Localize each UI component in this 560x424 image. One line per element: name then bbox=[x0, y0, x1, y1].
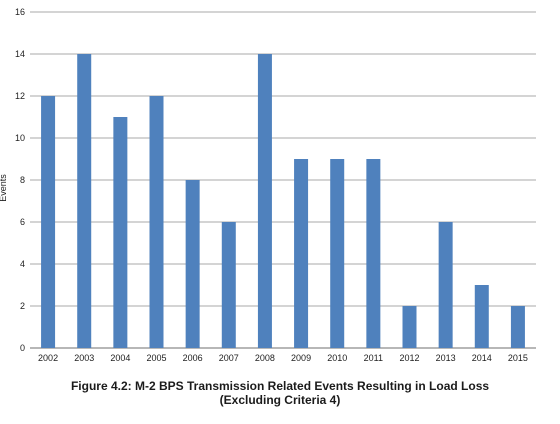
x-tick-label: 2012 bbox=[399, 353, 419, 363]
caption-line-2: (Excluding Criteria 4) bbox=[219, 393, 341, 407]
y-axis-label: Events bbox=[0, 174, 8, 202]
y-tick-label: 4 bbox=[20, 259, 25, 269]
bar-2008 bbox=[257, 54, 272, 348]
x-tick-label: 2015 bbox=[508, 353, 528, 363]
y-tick-label: 6 bbox=[20, 217, 25, 227]
bar-2015 bbox=[510, 306, 525, 348]
bar-2013 bbox=[438, 222, 453, 348]
y-tick-label: 0 bbox=[20, 343, 25, 353]
x-tick-label: 2008 bbox=[255, 353, 275, 363]
y-tick-label: 10 bbox=[15, 133, 25, 143]
x-tick-label: 2003 bbox=[74, 353, 94, 363]
bar-2011 bbox=[366, 159, 381, 348]
bar-2004 bbox=[113, 117, 128, 348]
x-tick-label: 2011 bbox=[364, 353, 383, 363]
x-tick-label: 2014 bbox=[472, 353, 492, 363]
bars bbox=[41, 54, 525, 348]
y-tick-label: 16 bbox=[15, 7, 25, 17]
bar-2014 bbox=[474, 285, 489, 348]
y-tick-label: 12 bbox=[15, 91, 25, 101]
y-axis-ticks: 0 2 4 6 8 10 12 14 16 bbox=[15, 7, 25, 353]
y-tick-label: 8 bbox=[20, 175, 25, 185]
bar-2002 bbox=[41, 96, 56, 348]
y-tick-label: 14 bbox=[15, 49, 25, 59]
x-tick-label: 2004 bbox=[110, 353, 130, 363]
bar-2010 bbox=[330, 159, 345, 348]
bar-2005 bbox=[149, 96, 164, 348]
x-tick-label: 2010 bbox=[327, 353, 347, 363]
figure-caption: Figure 4.2: M-2 BPS Transmission Related… bbox=[0, 379, 560, 407]
bar-2007 bbox=[221, 222, 236, 348]
x-tick-label: 2009 bbox=[291, 353, 311, 363]
x-tick-label: 2005 bbox=[146, 353, 166, 363]
y-tick-label: 2 bbox=[20, 301, 25, 311]
x-tick-label: 2007 bbox=[219, 353, 239, 363]
bar-2006 bbox=[185, 180, 200, 348]
x-tick-label: 2006 bbox=[183, 353, 203, 363]
x-tick-label: 2002 bbox=[38, 353, 58, 363]
bar-2009 bbox=[294, 159, 309, 348]
gridlines bbox=[30, 11, 536, 349]
x-tick-label: 2013 bbox=[436, 353, 456, 363]
caption-line-1: Figure 4.2: M-2 BPS Transmission Related… bbox=[70, 379, 490, 393]
bar-2012 bbox=[402, 306, 417, 348]
bar-2003 bbox=[77, 54, 92, 348]
x-axis-ticks: 2002 2003 2004 2005 2006 2007 2008 2009 2010 2011… bbox=[38, 353, 528, 363]
